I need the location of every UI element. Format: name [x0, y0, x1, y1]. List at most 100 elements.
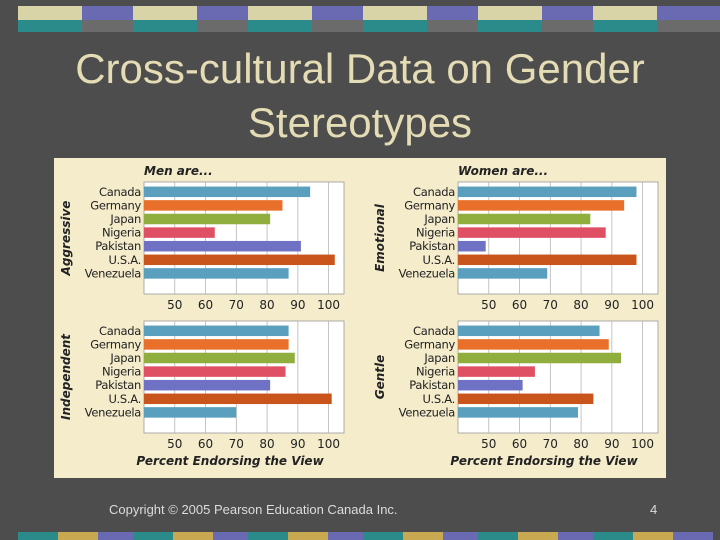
bar-usa	[458, 393, 594, 405]
chart-figure: 50 60 70 80 90 100 Canada Germany Japan Nigeria Pa…	[54, 158, 666, 478]
y-axis-label: Emotional	[373, 203, 387, 272]
bar-nigeria	[144, 366, 286, 377]
bar-venezuela	[458, 407, 578, 418]
chart-panel-emotional: 50 60 70 80 90 100 CanadaGermanyJapanNigeriaPa…	[373, 164, 659, 312]
deco-block	[593, 20, 657, 32]
deco-block	[18, 20, 82, 32]
deco-block	[478, 6, 542, 20]
category-label: Venezuela	[85, 405, 141, 419]
category-label: Pakistan	[409, 239, 455, 253]
panel-title: Men are...	[144, 164, 213, 178]
category-label: Nigeria	[416, 365, 455, 379]
x-tick-label: 50	[481, 437, 496, 451]
bar-japan	[458, 352, 622, 364]
deco-block	[133, 6, 197, 20]
slide-title-line1: Cross-cultural Data on Gender	[75, 45, 645, 92]
page-number: 4	[650, 502, 658, 517]
category-label: Nigeria	[102, 365, 141, 379]
category-label: U.S.A.	[108, 253, 141, 267]
category-label: Germany	[90, 198, 141, 212]
y-axis-label: Aggressive	[59, 201, 73, 277]
bar-usa	[458, 254, 637, 266]
bar-pakistan	[458, 240, 486, 252]
deco-block	[657, 20, 720, 32]
x-tick-label: 70	[229, 298, 244, 312]
x-tick-label: 60	[512, 437, 527, 451]
slide-title-line2: Stereotypes	[247, 99, 473, 146]
x-tick-label: 90	[604, 298, 619, 312]
x-tick-label: 70	[543, 437, 558, 451]
deco-block	[657, 6, 720, 20]
deco-block	[633, 532, 673, 540]
chart-panel-gentle: 50 60 70 80 90 100 CanadaGermanyJapanNigeriaPa…	[373, 320, 659, 468]
x-tick-label: 90	[290, 298, 305, 312]
x-axis-label: Percent Endorsing the View	[136, 454, 324, 468]
category-label: U.S.A.	[422, 392, 455, 406]
x-tick-label: 100	[317, 437, 340, 451]
bar-usa	[144, 254, 335, 266]
bar-canada	[144, 325, 289, 337]
deco-block	[18, 532, 58, 540]
x-tick-label: 70	[543, 298, 558, 312]
chart-panel-aggressive: 50 60 70 80 90 100 CanadaGermanyJapanNigeriaPa…	[59, 164, 345, 312]
bar-nigeria	[458, 227, 606, 238]
deco-block	[248, 6, 312, 20]
deco-block	[18, 6, 82, 20]
deco-block	[443, 532, 483, 540]
y-axis-label: Independent	[59, 333, 73, 420]
x-tick-label: 60	[512, 298, 527, 312]
x-tick-label: 50	[167, 437, 182, 451]
deco-block	[593, 6, 657, 20]
category-label: Venezuela	[399, 266, 455, 280]
category-label: U.S.A.	[108, 392, 141, 406]
deco-block	[673, 532, 713, 540]
deco-block	[248, 532, 288, 540]
x-tick-label: 90	[604, 437, 619, 451]
bar-germany	[458, 339, 609, 350]
category-label: Japan	[109, 212, 141, 226]
deco-block	[197, 6, 263, 20]
category-label: Pakistan	[409, 378, 455, 392]
bar-venezuela	[144, 407, 237, 418]
bottom-decoration-bar	[18, 532, 713, 540]
bar-germany	[458, 200, 625, 211]
category-label: Canada	[99, 324, 141, 338]
deco-block	[593, 532, 633, 540]
deco-block	[403, 532, 443, 540]
deco-block	[288, 532, 328, 540]
bar-canada	[458, 325, 600, 337]
deco-block	[542, 20, 608, 32]
category-label: Nigeria	[102, 226, 141, 240]
x-tick-label: 50	[167, 298, 182, 312]
category-label: Pakistan	[95, 239, 141, 253]
top-decoration-bar	[18, 6, 720, 32]
bar-pakistan	[458, 379, 523, 391]
deco-block	[542, 6, 608, 20]
x-tick-label: 100	[631, 437, 654, 451]
category-label: Nigeria	[416, 226, 455, 240]
deco-block	[248, 20, 312, 32]
bar-canada	[144, 186, 311, 198]
category-label: Venezuela	[399, 405, 455, 419]
bar-japan	[458, 213, 591, 225]
x-tick-label: 80	[573, 298, 588, 312]
x-axis-label: Percent Endorsing the View	[450, 454, 638, 468]
category-label: Germany	[404, 337, 455, 351]
deco-block	[478, 20, 542, 32]
bar-usa	[144, 393, 332, 405]
slide-title: Cross-cultural Data on Gender Stereotype…	[0, 42, 720, 150]
x-tick-label: 80	[259, 298, 274, 312]
category-label: Canada	[99, 185, 141, 199]
bar-germany	[144, 339, 289, 350]
deco-block	[173, 532, 213, 540]
x-tick-label: 100	[631, 298, 654, 312]
deco-block	[478, 532, 518, 540]
y-axis-label: Gentle	[373, 355, 387, 400]
bar-pakistan	[144, 379, 271, 391]
deco-block	[427, 6, 493, 20]
bar-canada	[458, 186, 637, 198]
x-tick-label: 90	[290, 437, 305, 451]
x-tick-label: 70	[229, 437, 244, 451]
category-label: Canada	[413, 324, 455, 338]
category-label: Canada	[413, 185, 455, 199]
